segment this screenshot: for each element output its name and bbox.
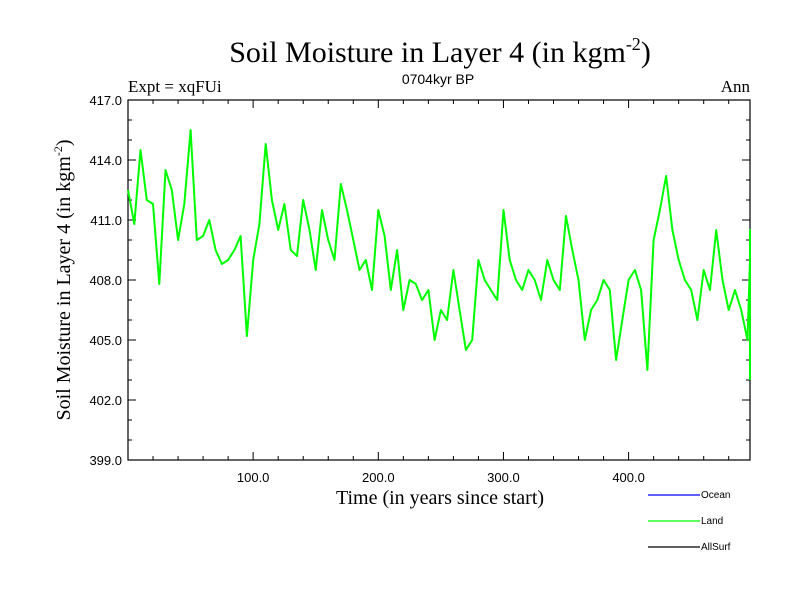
series-layer (127, 129, 751, 380)
x-tick-label: 400.0 (612, 470, 645, 485)
chart-subtitle: 0704kyr BP (402, 71, 474, 87)
y-tick-label: 399.0 (89, 453, 122, 468)
legend-label-ocean: Ocean (701, 490, 730, 501)
y-tick-label: 408.0 (89, 273, 122, 288)
plot-frame (127, 99, 751, 461)
legend: Ocean Land AllSurf (648, 490, 731, 553)
y-tick-label: 414.0 (89, 153, 122, 168)
y-tick-label: 405.0 (89, 333, 122, 348)
series-line-land (127, 129, 751, 380)
x-tick-label: 300.0 (487, 470, 520, 485)
chart-title: Soil Moisture in Layer 4 (in kgm-2) (229, 34, 651, 69)
y-tick-label: 417.0 (89, 93, 122, 108)
y-tick-label: 411.0 (90, 213, 122, 228)
legend-label-land: Land (701, 516, 723, 527)
legend-label-allsurf: AllSurf (701, 542, 731, 553)
axis-ticks (128, 99, 750, 461)
tick-labels: 399.0 402.0 405.0 408.0 411.0 414.0 417.0 100.0… (89, 93, 644, 485)
y-tick-label: 402.0 (89, 393, 122, 408)
season-label: Ann (721, 77, 751, 96)
x-tick-label: 200.0 (362, 470, 395, 485)
x-tick-label: 100.0 (237, 470, 270, 485)
x-axis-label: Time (in years since start) (336, 487, 544, 509)
experiment-label: Expt = xqFUi (128, 77, 222, 96)
y-axis-label: Soil Moisture in Layer 4 (in kgm-2) (51, 139, 75, 420)
